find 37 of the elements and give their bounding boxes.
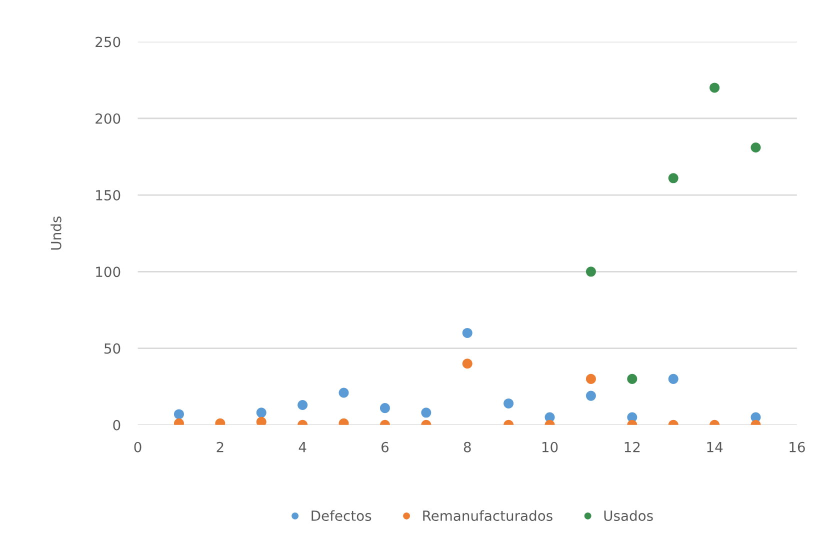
x-tick-label: 10	[542, 442, 558, 452]
x-tick-label: 16	[790, 442, 805, 452]
point	[586, 374, 596, 384]
y-tick-label: 0	[113, 420, 120, 430]
x-tick-label: 0	[134, 442, 142, 452]
y-tick-label: 50	[104, 343, 120, 354]
x-tick-label: 2	[216, 442, 224, 452]
point	[174, 409, 184, 420]
point	[668, 374, 678, 384]
point	[750, 142, 761, 153]
point	[504, 398, 514, 408]
y-tick-label: 250	[96, 36, 120, 48]
point	[627, 374, 638, 384]
point	[586, 266, 596, 277]
point	[668, 173, 678, 184]
x-tick-label: 12	[624, 442, 640, 452]
point	[298, 400, 308, 410]
point	[338, 388, 349, 398]
x-tick-label: 14	[707, 442, 723, 452]
point	[462, 358, 472, 369]
x-tick-label: 6	[382, 442, 389, 452]
y-tick-label: 100	[96, 266, 120, 278]
y-axis-title: Unds	[50, 216, 62, 250]
legend-label: Remanufacturados	[423, 510, 552, 521]
y-tick-label: 200	[96, 113, 120, 124]
x-tick-label: 4	[298, 442, 306, 452]
y-tick-label: 150	[96, 190, 120, 200]
point	[256, 408, 266, 418]
point	[710, 82, 720, 93]
legend-label: Usados	[604, 510, 653, 521]
point	[380, 403, 390, 414]
legend-label: Defectos	[312, 510, 372, 521]
point	[586, 390, 596, 401]
point	[421, 408, 432, 418]
point	[462, 328, 472, 338]
point	[256, 416, 266, 425]
x-tick-label: 8	[464, 442, 471, 452]
